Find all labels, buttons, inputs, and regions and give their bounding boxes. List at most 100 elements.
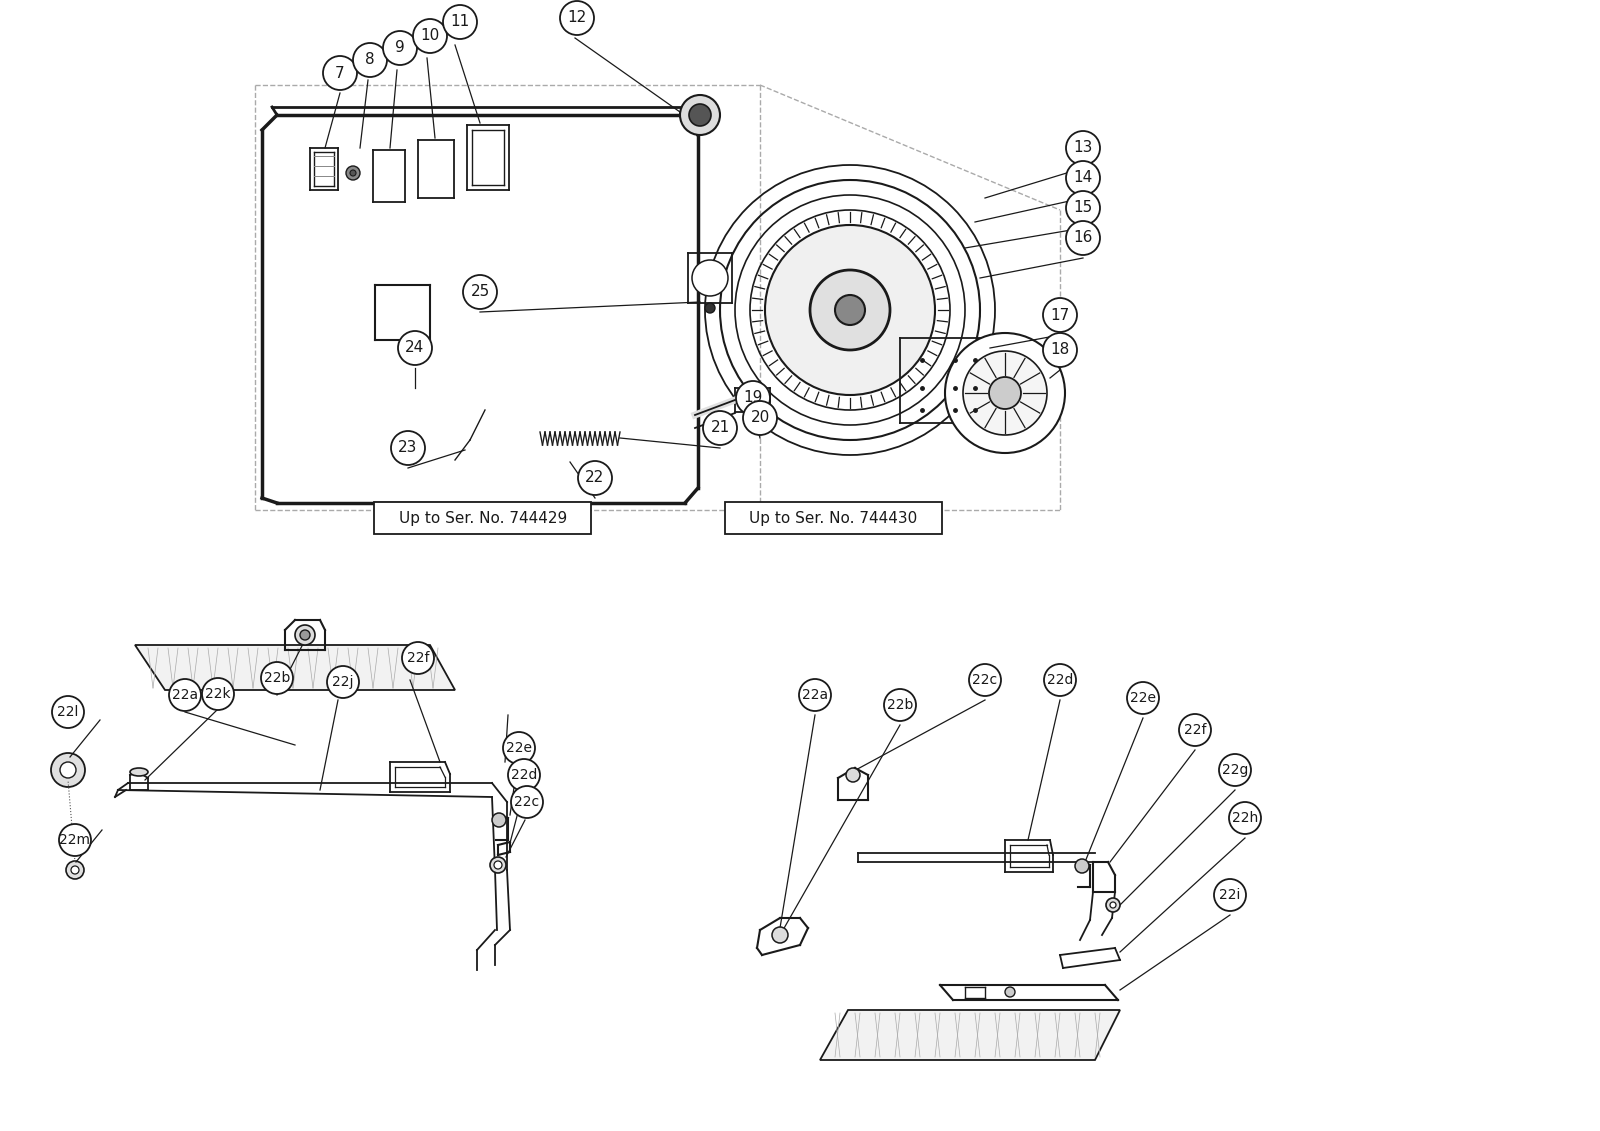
Circle shape	[1043, 297, 1077, 333]
Text: Up to Ser. No. 744430: Up to Ser. No. 744430	[749, 510, 917, 526]
Circle shape	[462, 275, 498, 309]
Text: 22a: 22a	[802, 688, 829, 702]
Circle shape	[1075, 860, 1090, 873]
Circle shape	[490, 857, 506, 873]
Circle shape	[1179, 714, 1211, 746]
Circle shape	[742, 402, 778, 435]
Circle shape	[970, 664, 1002, 696]
Text: 22e: 22e	[1130, 691, 1155, 705]
Ellipse shape	[130, 768, 147, 776]
Circle shape	[1126, 682, 1158, 714]
Circle shape	[1066, 191, 1101, 225]
Circle shape	[413, 19, 446, 53]
Circle shape	[1066, 221, 1101, 254]
Circle shape	[1066, 161, 1101, 195]
Text: 8: 8	[365, 52, 374, 68]
Circle shape	[810, 270, 890, 349]
Text: 15: 15	[1074, 200, 1093, 216]
Text: 22a: 22a	[171, 688, 198, 702]
Text: 22i: 22i	[1219, 888, 1240, 903]
Circle shape	[835, 295, 866, 325]
Text: 22d: 22d	[510, 768, 538, 782]
Circle shape	[326, 666, 358, 698]
Circle shape	[301, 630, 310, 640]
Circle shape	[390, 431, 426, 465]
Circle shape	[560, 1, 594, 35]
Circle shape	[51, 753, 85, 787]
Text: 22k: 22k	[205, 687, 230, 701]
Text: 12: 12	[568, 10, 587, 26]
Circle shape	[354, 43, 387, 77]
Circle shape	[59, 824, 91, 856]
Text: 22c: 22c	[973, 673, 997, 687]
Text: 22b: 22b	[264, 671, 290, 685]
Text: 21: 21	[710, 421, 730, 435]
Circle shape	[946, 333, 1066, 454]
Circle shape	[1110, 903, 1117, 908]
Text: 19: 19	[744, 390, 763, 406]
Circle shape	[989, 377, 1021, 409]
Circle shape	[690, 104, 710, 126]
Circle shape	[202, 677, 234, 710]
Text: 9: 9	[395, 41, 405, 55]
Text: 22: 22	[586, 470, 605, 485]
Text: 16: 16	[1074, 231, 1093, 245]
Text: 22d: 22d	[1046, 673, 1074, 687]
Circle shape	[765, 225, 934, 395]
Circle shape	[494, 861, 502, 869]
Circle shape	[1214, 879, 1246, 910]
Text: 7: 7	[334, 66, 346, 80]
Text: 17: 17	[1050, 308, 1070, 322]
Circle shape	[493, 813, 506, 827]
Circle shape	[323, 57, 357, 90]
FancyBboxPatch shape	[725, 502, 942, 534]
Text: 20: 20	[750, 411, 770, 425]
Circle shape	[846, 768, 861, 782]
Text: 22l: 22l	[58, 705, 78, 719]
Circle shape	[66, 861, 83, 879]
Circle shape	[1005, 987, 1014, 998]
Circle shape	[883, 689, 915, 720]
Text: 13: 13	[1074, 140, 1093, 155]
Circle shape	[1229, 802, 1261, 834]
Text: 22m: 22m	[59, 834, 91, 847]
Circle shape	[578, 461, 611, 495]
Circle shape	[261, 662, 293, 694]
Circle shape	[771, 927, 787, 943]
Circle shape	[680, 95, 720, 135]
Circle shape	[706, 303, 715, 313]
Text: 18: 18	[1050, 343, 1070, 357]
Text: 22h: 22h	[1232, 811, 1258, 824]
Text: 22f: 22f	[1184, 723, 1206, 737]
Circle shape	[1106, 898, 1120, 912]
Circle shape	[61, 762, 77, 778]
Text: 25: 25	[470, 285, 490, 300]
Circle shape	[70, 866, 78, 874]
Circle shape	[1043, 333, 1077, 366]
Text: 24: 24	[405, 340, 424, 355]
Circle shape	[1066, 131, 1101, 165]
Text: 22c: 22c	[515, 795, 539, 809]
Text: 11: 11	[450, 15, 470, 29]
FancyBboxPatch shape	[374, 502, 590, 534]
Polygon shape	[819, 1010, 1120, 1060]
Circle shape	[350, 170, 355, 176]
Circle shape	[963, 351, 1046, 435]
Text: 23: 23	[398, 440, 418, 456]
Circle shape	[1219, 754, 1251, 786]
Circle shape	[294, 625, 315, 645]
Circle shape	[798, 679, 830, 711]
Text: Up to Ser. No. 744429: Up to Ser. No. 744429	[398, 510, 566, 526]
Circle shape	[502, 732, 534, 765]
Circle shape	[509, 759, 541, 791]
Circle shape	[691, 260, 728, 296]
Polygon shape	[134, 645, 454, 690]
Text: 22f: 22f	[406, 651, 429, 665]
Text: 22g: 22g	[1222, 763, 1248, 777]
Circle shape	[170, 679, 202, 711]
Text: 14: 14	[1074, 171, 1093, 185]
Text: 22b: 22b	[886, 698, 914, 713]
Text: 22e: 22e	[506, 741, 531, 756]
Circle shape	[443, 5, 477, 38]
Circle shape	[346, 166, 360, 180]
